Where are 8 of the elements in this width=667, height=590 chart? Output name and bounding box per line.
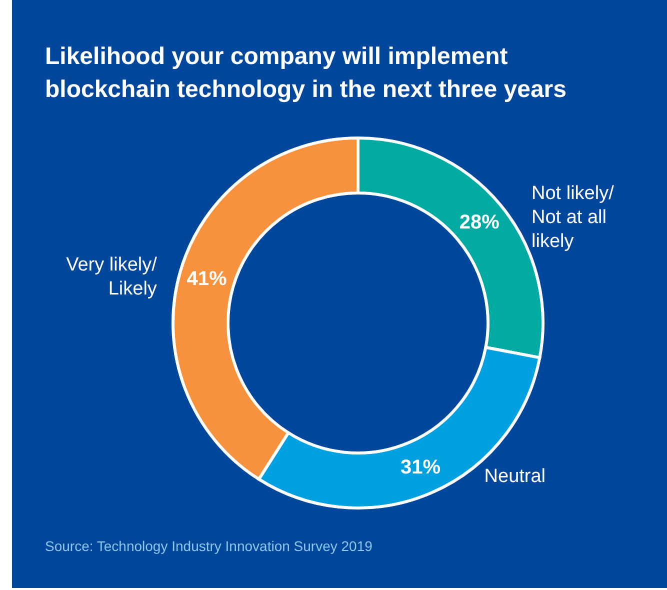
slice-label: Not likely/ Not at all likely: [532, 182, 615, 252]
data-label: 28%: [459, 212, 500, 234]
data-label: 41%: [186, 268, 227, 290]
slice-label: Very likely/ Likely: [66, 254, 158, 300]
chart-title: Likelihood your company will implement blockchain technology in the next three years: [45, 42, 566, 105]
data-label: 31%: [400, 456, 441, 479]
source-note: Source: Technology Industry Innovation Survey 2019: [45, 538, 372, 554]
slice-label: Neutral: [484, 465, 546, 486]
